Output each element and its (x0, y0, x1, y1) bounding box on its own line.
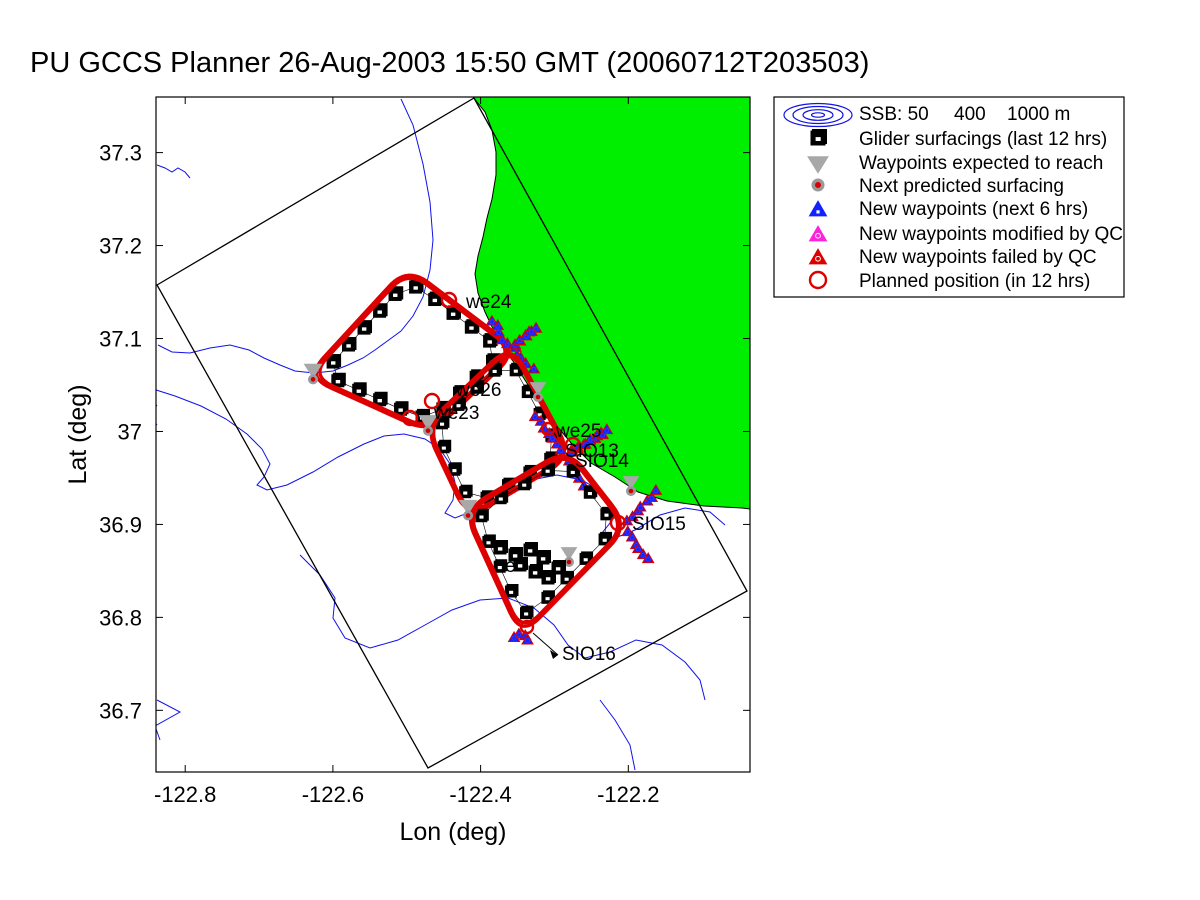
svg-text:SSB: 50: SSB: 50 (859, 104, 929, 125)
svg-text:-122.2: -122.2 (597, 782, 659, 807)
svg-text:we24: we24 (465, 292, 512, 313)
svg-text:e: e (505, 556, 516, 577)
svg-text:we26: we26 (455, 380, 501, 401)
svg-text:36.9: 36.9 (99, 512, 142, 537)
svg-text:1000 m: 1000 m (1007, 104, 1070, 125)
svg-text:37.1: 37.1 (99, 327, 142, 352)
svg-text:Waypoints expected to reach: Waypoints expected to reach (859, 153, 1103, 174)
svg-text:New waypoints failed by QC: New waypoints failed by QC (859, 247, 1097, 268)
svg-text:New waypoints (next 6 hrs): New waypoints (next 6 hrs) (859, 199, 1088, 220)
svg-text:400: 400 (954, 104, 986, 125)
svg-text:we23: we23 (433, 403, 479, 424)
svg-text:SIO14: SIO14 (575, 451, 629, 472)
svg-text:Lat (deg): Lat (deg) (64, 384, 92, 484)
svg-text:37: 37 (118, 419, 142, 444)
svg-text:-122.8: -122.8 (154, 782, 216, 807)
svg-text:36.8: 36.8 (99, 605, 142, 630)
svg-text:37.2: 37.2 (99, 234, 142, 259)
svg-text:37.3: 37.3 (99, 141, 142, 166)
svg-text:Planned position (in 12 hrs): Planned position (in 12 hrs) (859, 271, 1090, 292)
svg-text:-122.4: -122.4 (449, 782, 511, 807)
svg-text:SIO16: SIO16 (562, 644, 616, 665)
svg-text:Lon (deg): Lon (deg) (399, 818, 506, 846)
svg-text:36.7: 36.7 (99, 698, 142, 723)
svg-text:Glider surfacings (last 12 hrs: Glider surfacings (last 12 hrs) (859, 129, 1107, 150)
svg-text:-122.6: -122.6 (302, 782, 364, 807)
svg-text:Next predicted surfacing: Next predicted surfacing (859, 176, 1064, 197)
svg-text:SIO15: SIO15 (632, 514, 686, 535)
svg-text:New waypoints modified by QC: New waypoints modified by QC (859, 224, 1123, 245)
svg-text:we25: we25 (555, 421, 601, 442)
